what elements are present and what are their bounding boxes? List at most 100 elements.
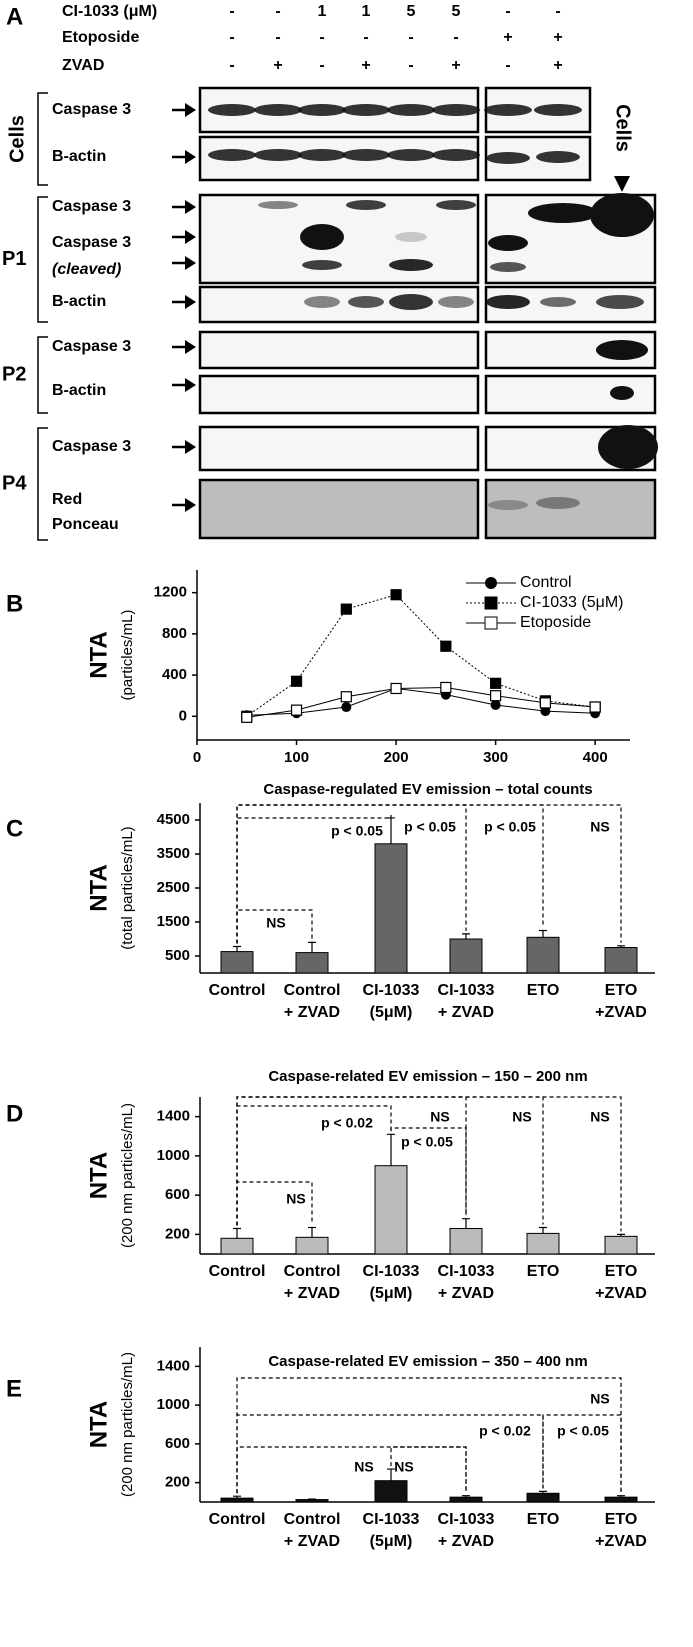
- y-tick-label: 1500: [157, 913, 190, 930]
- x-tick-label: ETO: [605, 1263, 638, 1280]
- bar: [526, 936, 560, 974]
- significance-label: NS: [512, 1109, 531, 1125]
- bar: [220, 1497, 254, 1503]
- condition-value: -: [275, 3, 280, 20]
- x-tick-label: (5μM): [370, 1285, 413, 1302]
- y-axis-sublabel: (particles/mL): [119, 610, 136, 701]
- x-tick-label: 100: [284, 749, 309, 766]
- x-tick-label: + ZVAD: [438, 1285, 494, 1302]
- point: [539, 697, 551, 709]
- significance-label: NS: [430, 1109, 449, 1125]
- y-tick-label: 500: [165, 947, 190, 964]
- series-line: [246, 594, 596, 717]
- significance-bracket: [236, 804, 544, 944]
- condition-value: -: [363, 29, 368, 46]
- row-label: (cleaved): [52, 261, 121, 278]
- x-tick-label: + ZVAD: [284, 1533, 340, 1550]
- error-bar: [387, 817, 395, 844]
- blot-band: [540, 297, 576, 307]
- y-axis-sublabel: (total particles/mL): [119, 826, 136, 949]
- group-bracket: [37, 427, 48, 541]
- legend-label: Control: [520, 574, 572, 591]
- blot-band: [596, 295, 644, 309]
- error-bar: [387, 1468, 395, 1481]
- point: [290, 675, 303, 687]
- group-bracket: [37, 336, 48, 414]
- arrow-head: [185, 295, 196, 309]
- bar: [449, 938, 483, 974]
- condition-value: -: [505, 57, 510, 74]
- blot-band: [488, 500, 528, 510]
- error-bar: [462, 933, 470, 939]
- panel-label: D: [6, 1100, 23, 1127]
- condition-value: -: [275, 29, 280, 46]
- condition-value: +: [273, 57, 282, 74]
- blot-band: [598, 425, 658, 469]
- x-tick-label: CI-1033: [363, 1511, 420, 1528]
- blot-band: [438, 296, 474, 308]
- x-tick-label: + ZVAD: [438, 1004, 494, 1021]
- point: [589, 701, 601, 713]
- point: [340, 603, 352, 615]
- x-tick-label: + ZVAD: [284, 1004, 340, 1021]
- y-tick-label: 2500: [157, 879, 190, 896]
- significance-label: NS: [590, 819, 609, 835]
- y-tick-label: 1400: [157, 1357, 190, 1374]
- condition-value: -: [505, 3, 510, 20]
- row-label: B-actin: [52, 382, 106, 399]
- condition-value: -: [555, 3, 560, 20]
- error-bar: [308, 1226, 316, 1238]
- significance-bracket: [236, 804, 622, 944]
- y-tick-label: 4500: [157, 811, 190, 828]
- bar: [374, 1480, 408, 1503]
- x-tick-label: +ZVAD: [595, 1285, 647, 1302]
- condition-value: +: [503, 29, 512, 46]
- y-tick-label: 1000: [157, 1147, 190, 1164]
- significance-label: NS: [266, 915, 285, 931]
- condition-value: 1: [362, 3, 371, 20]
- blot-band: [300, 224, 344, 250]
- series-line: [246, 687, 596, 716]
- condition-value: -: [319, 29, 324, 46]
- error-bar: [233, 945, 241, 952]
- arrow-head: [185, 498, 196, 512]
- error-bar: [617, 945, 625, 948]
- y-axis-label: NTA: [85, 864, 112, 912]
- point: [241, 711, 253, 723]
- y-axis-label: NTA: [85, 631, 112, 679]
- bar: [449, 1227, 483, 1255]
- x-tick-label: CI-1033: [363, 1263, 420, 1280]
- point: [440, 681, 452, 694]
- x-tick-label: (5μM): [370, 1533, 413, 1550]
- condition-value: 1: [318, 3, 327, 20]
- blot-band: [432, 149, 480, 161]
- condition-value: +: [361, 57, 370, 74]
- point: [540, 706, 551, 717]
- significance-label: NS: [354, 1459, 373, 1475]
- row-label: Caspase 3: [52, 101, 131, 118]
- blot-box: [198, 374, 480, 415]
- blot-band: [596, 340, 648, 360]
- blot-band: [486, 152, 530, 164]
- point: [490, 699, 501, 710]
- point: [390, 682, 402, 695]
- significance-label: NS: [286, 1191, 305, 1207]
- chart-title: Caspase-regulated EV emission – total co…: [263, 781, 592, 798]
- arrow-head: [185, 378, 196, 392]
- x-tick-label: CI-1033: [438, 1263, 495, 1280]
- blot-band: [387, 149, 435, 161]
- blot-band: [346, 200, 386, 210]
- cells-lane-label: Cells: [612, 104, 634, 152]
- significance-bracket: [236, 1446, 467, 1494]
- blot-band: [536, 151, 580, 163]
- bar: [295, 952, 329, 974]
- legend-label: Etoposide: [520, 614, 591, 631]
- significance-label: p < 0.05: [557, 1423, 609, 1439]
- significance-label: p < 0.05: [331, 823, 383, 839]
- blot-band: [258, 201, 298, 209]
- error-bar: [387, 1133, 395, 1166]
- panel-label: E: [6, 1375, 22, 1402]
- significance-label: p < 0.02: [479, 1423, 531, 1439]
